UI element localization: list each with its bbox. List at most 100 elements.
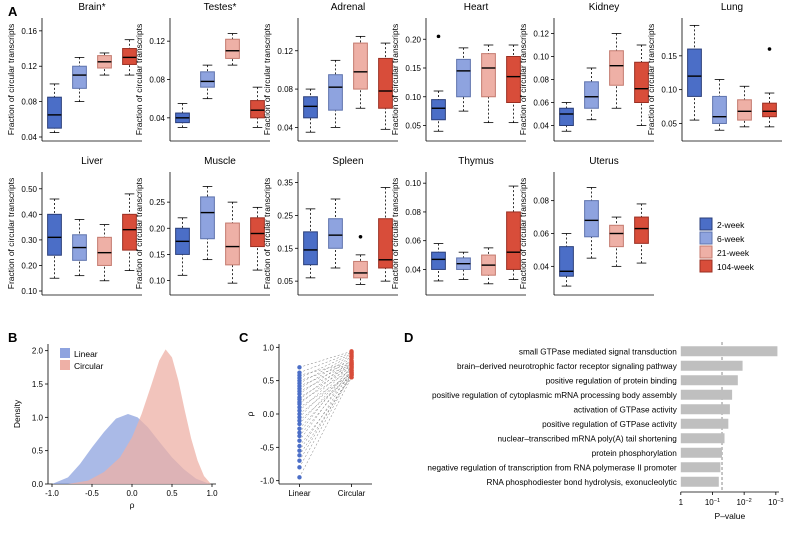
pair-line: [299, 373, 351, 461]
ytick-label: 0.20: [405, 35, 421, 44]
panel-label-c: C: [239, 330, 249, 345]
ytick-label: 0.04: [405, 265, 421, 274]
panel-title: Spleen: [332, 156, 363, 167]
box: [610, 225, 624, 246]
ytick-label: 0.25: [277, 211, 293, 220]
term-bar: [681, 477, 719, 487]
point-linear: [297, 365, 301, 369]
panel-title: Testes*: [204, 2, 237, 13]
y-axis-label: Fraction of circular transcripts: [390, 178, 400, 289]
box: [432, 100, 446, 120]
legend-label: 104-week: [717, 262, 755, 272]
box: [635, 217, 649, 243]
boxplot-panel: Heart0.050.100.150.20Fraction of circula…: [390, 2, 526, 141]
box: [585, 201, 599, 237]
xtick-label: 0.5: [166, 489, 178, 498]
legend-label: Linear: [74, 349, 98, 359]
term-bar: [681, 448, 722, 458]
panel-title: Kidney: [589, 2, 620, 13]
legend-label: 6-week: [717, 234, 745, 244]
ytick-label: 0.15: [149, 250, 165, 259]
panel-label-d: D: [404, 330, 413, 345]
box: [304, 97, 318, 118]
point-linear: [297, 448, 301, 452]
point-linear: [297, 438, 301, 442]
panel-title: Muscle: [204, 156, 236, 167]
term-bar: [681, 361, 743, 371]
outlier-point: [437, 35, 441, 39]
ytick-label: 0.05: [277, 277, 293, 286]
ytick-label: 0.10: [661, 86, 677, 95]
box: [226, 39, 240, 58]
ytick-label: 1.0: [263, 343, 275, 352]
x-axis-label: ρ: [130, 500, 135, 510]
ytick-label: 0.10: [149, 277, 165, 286]
y-axis-label: Fraction of circular transcripts: [646, 24, 656, 135]
legend-swatch: [60, 348, 70, 358]
box: [763, 103, 777, 117]
y-axis-label: Fraction of circular transcripts: [6, 178, 16, 289]
ytick-label: 0.08: [21, 98, 37, 107]
outlier-point: [768, 47, 772, 51]
ytick-label: 0.04: [21, 133, 37, 142]
ytick-label: 0.35: [277, 179, 293, 188]
point-linear: [297, 430, 301, 434]
ytick-label: 0.12: [149, 37, 165, 46]
boxplot-panel: Muscle0.100.150.200.25Fraction of circul…: [134, 156, 270, 295]
box: [610, 51, 624, 86]
panel-title: Uterus: [589, 156, 618, 167]
pair-line: [299, 365, 351, 418]
box: [713, 96, 727, 123]
ytick-label: -0.5: [260, 443, 274, 452]
box: [738, 100, 752, 120]
ytick-label: 1.0: [32, 413, 44, 422]
boxplot-panel: Liver0.100.200.300.400.50Fraction of cir…: [6, 156, 142, 296]
pair-line: [299, 377, 351, 477]
xtick-label: -0.5: [85, 489, 99, 498]
ytick-label: 0.16: [21, 27, 37, 36]
point-linear: [297, 370, 301, 374]
box: [482, 54, 496, 97]
point-circular: [349, 360, 353, 364]
outlier-point: [359, 235, 363, 239]
legend-swatch: [700, 218, 712, 230]
term-bar: [681, 404, 730, 414]
legend-label: 21-week: [717, 248, 750, 258]
ytick-label: 0.0: [32, 480, 44, 489]
y-axis-label: Fraction of circular transcripts: [390, 24, 400, 135]
boxplot-panel: Testes*0.040.080.12Fraction of circular …: [134, 2, 270, 141]
box: [329, 219, 343, 249]
y-axis-label: Density: [12, 399, 22, 428]
ytick-label: 0.06: [405, 237, 421, 246]
point-linear: [297, 444, 301, 448]
panel-label-b: B: [8, 330, 17, 345]
ytick-label: 0.20: [149, 224, 165, 233]
box: [48, 97, 62, 128]
panel-title: Brain*: [78, 2, 105, 13]
panel-title: Thymus: [458, 156, 494, 167]
y-axis-label: Fraction of circular transcripts: [134, 178, 144, 289]
panel-label-a: A: [8, 4, 18, 19]
box: [560, 108, 574, 125]
pair-line: [299, 362, 351, 375]
ytick-label: 0.05: [661, 119, 677, 128]
box: [432, 252, 446, 269]
point-linear: [297, 458, 301, 462]
box: [354, 43, 368, 89]
point-circular: [349, 372, 353, 376]
ytick-label: 0.5: [32, 447, 44, 456]
xtick-label: Linear: [288, 489, 311, 498]
term-label: positive regulation of protein binding: [546, 376, 678, 385]
box: [457, 59, 471, 96]
term-bar: [681, 462, 721, 472]
term-bar: [681, 419, 729, 429]
term-label: brain–derived neurotrophic factor recept…: [457, 362, 678, 371]
xtick-label: Circular: [338, 489, 366, 498]
panel-title: Lung: [721, 2, 743, 13]
ytick-label: 0.05: [405, 122, 421, 131]
term-label: small GTPase mediated signal transductio…: [519, 347, 677, 356]
point-linear: [297, 465, 301, 469]
pair-line: [299, 367, 351, 424]
ytick-label: 0.12: [21, 62, 37, 71]
pair-line: [299, 370, 351, 402]
